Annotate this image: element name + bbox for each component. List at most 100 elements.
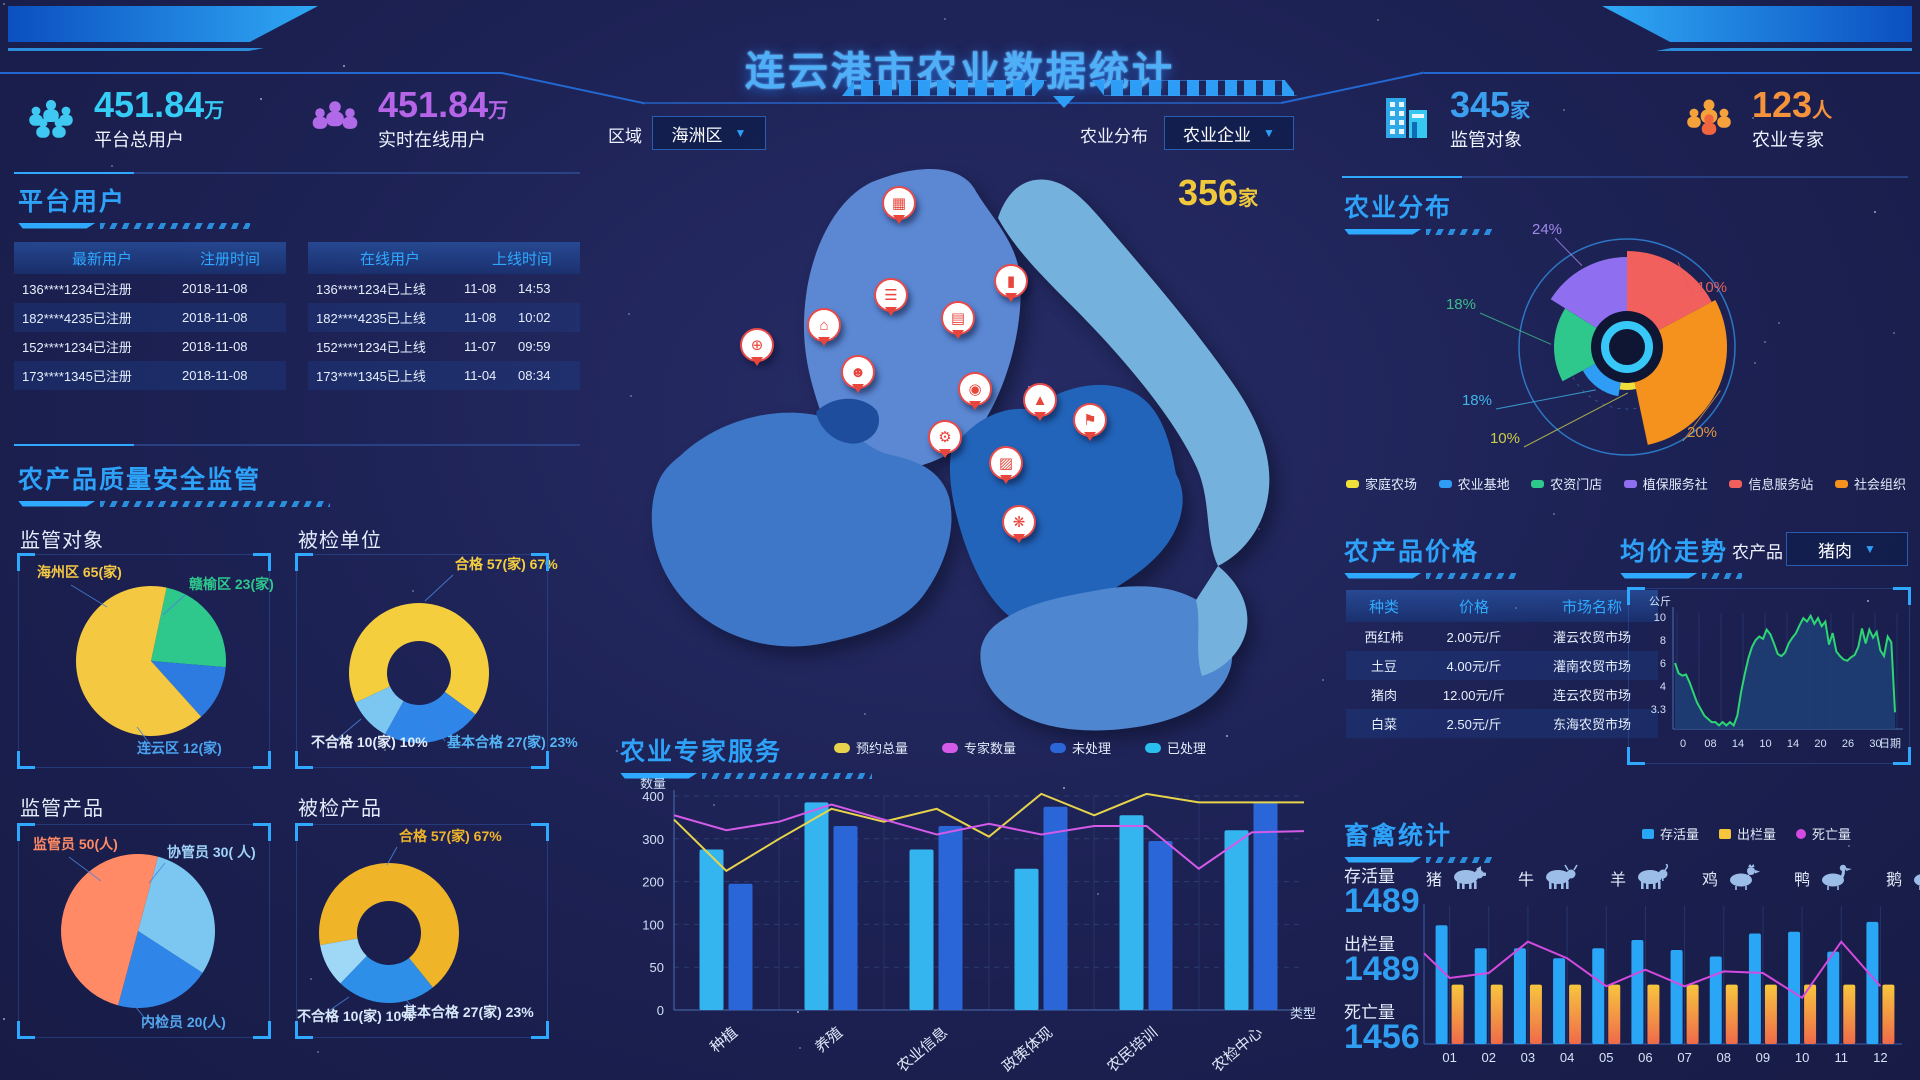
map-pin-building-icon[interactable]: ▤	[941, 301, 975, 339]
bookmark-icon: ▮	[1006, 273, 1016, 290]
region-dropdown[interactable]: 海洲区 ▼	[652, 116, 766, 150]
mountain-icon: ▲	[1032, 391, 1048, 409]
map-pin-location-icon[interactable]: ◉	[958, 372, 992, 410]
map-pin-chart-icon[interactable]: ▨	[989, 446, 1023, 484]
header-left-blade	[8, 6, 318, 42]
stat-label: 平台总用户	[94, 130, 184, 150]
legend-item[interactable]: 家庭农场	[1346, 474, 1417, 493]
legend-item[interactable]: 预约总量	[834, 738, 908, 757]
table-cell: 土豆	[1370, 659, 1397, 674]
legend-label: 植保服务社	[1642, 477, 1708, 492]
table-header-cell: 最新用户	[71, 250, 132, 268]
animal-item: 鹅	[1886, 864, 1920, 892]
table-cell: 灌云农贸市场	[1552, 630, 1631, 645]
legend-marker-icon	[1834, 479, 1848, 488]
legend-item[interactable]: 农业基地	[1438, 474, 1510, 493]
livestock-stat-value: 1489	[1344, 950, 1420, 988]
stat-label: 监管对象	[1450, 130, 1522, 150]
rose-chart-legend: 家庭农场 农业基地 农资门店 植保服务社 信息服务站 社会组织	[1346, 474, 1906, 493]
legend-label: 信息服务站	[1748, 477, 1814, 492]
legend-marker-icon	[1796, 828, 1807, 839]
legend-item[interactable]: 信息服务站	[1729, 474, 1813, 493]
table-cell: 11-08	[464, 281, 497, 296]
chevron-down-icon: ▼	[1864, 542, 1876, 556]
table-header-cell: 市场名称	[1561, 598, 1622, 616]
legend-marker-icon	[1623, 479, 1637, 488]
map-regions	[651, 169, 1270, 731]
star-field	[3, 3, 5, 5]
emblem-triangle-icon	[1053, 96, 1075, 119]
table-header-cell: 上线时间	[491, 250, 552, 268]
header-right-line	[1656, 48, 1912, 51]
map-pin-flag-icon[interactable]: ⚑	[1073, 403, 1107, 441]
stat-value: 451.84	[378, 84, 489, 125]
svg-text:200: 200	[642, 875, 664, 890]
product-dropdown[interactable]: 猪肉 ▼	[1786, 532, 1908, 566]
table-cell: 2018-11-08	[182, 339, 248, 354]
grid-icon: ▦	[891, 195, 907, 212]
svg-text:14: 14	[1732, 738, 1744, 750]
table-cell: 11-04	[464, 368, 497, 383]
animal-item: 牛	[1518, 864, 1580, 892]
table-cell: 136****1234已注册	[22, 282, 132, 297]
map-pin-mountain-icon[interactable]: ▲	[1023, 383, 1057, 421]
map-pin-wheat-icon[interactable]: ❋	[1002, 505, 1036, 543]
animal-label: 鸭	[1794, 872, 1811, 889]
svg-text:种植: 种植	[707, 1024, 741, 1056]
legend-item[interactable]: 已处理	[1145, 738, 1206, 757]
legend-label: 农资门店	[1550, 477, 1603, 492]
svg-text:农业信息: 农业信息	[894, 1024, 951, 1076]
legend-item[interactable]: 未处理	[1050, 738, 1111, 757]
globe-icon: ⊕	[750, 337, 764, 354]
svg-text:02: 02	[1482, 1050, 1496, 1065]
table-header: 最新用户 注册时间	[14, 242, 286, 274]
section-underline	[1620, 572, 1742, 579]
svg-text:400: 400	[642, 789, 664, 804]
table-header: 在线用户 上线时间	[308, 242, 580, 274]
section-title-livestock: 畜禽统计	[1344, 822, 1453, 850]
svg-text:07: 07	[1677, 1050, 1691, 1065]
map-pin-list-icon[interactable]: ☰	[874, 278, 908, 316]
legend-item[interactable]: 植保服务社	[1623, 474, 1708, 493]
map-pin-bookmark-icon[interactable]: ▮	[994, 264, 1028, 302]
svg-text:公斤: 公斤	[1649, 595, 1671, 608]
svg-text:50: 50	[650, 960, 664, 975]
legend-item[interactable]: 存活量	[1642, 824, 1699, 843]
legend-label: 家庭农场	[1365, 477, 1418, 492]
legend-item[interactable]: 专家数量	[942, 738, 1016, 757]
goose-icon	[1914, 874, 1920, 890]
legend-item[interactable]: 死亡量	[1796, 824, 1851, 843]
map-pin-person-icon[interactable]: ☻	[841, 355, 875, 393]
svg-text:300: 300	[642, 832, 664, 847]
map-pin-home-icon[interactable]: ⌂	[807, 308, 841, 346]
users-group-icon	[29, 99, 73, 138]
animal-item: 羊	[1610, 864, 1672, 892]
map-pin-factory-icon[interactable]: ⚙	[928, 420, 962, 458]
table-cell: 2018-11-08	[182, 310, 248, 325]
legend-label: 农业基地	[1457, 477, 1510, 492]
flag-icon: ⚑	[1083, 412, 1097, 429]
livestock-stat-value: 1456	[1344, 1018, 1420, 1056]
map-pin-globe-icon[interactable]: ⊕	[740, 328, 774, 366]
legend-item[interactable]: 农资门店	[1531, 474, 1602, 493]
building-icon: ▤	[950, 310, 966, 327]
buildings-icon	[1386, 98, 1427, 138]
svg-text:11: 11	[1835, 1050, 1849, 1065]
pig-icon	[1454, 866, 1487, 889]
map-pin-grid-icon[interactable]: ▦	[882, 186, 916, 224]
table-cell: 西红柿	[1364, 630, 1404, 645]
legend-item[interactable]: 社会组织	[1834, 474, 1906, 493]
legend-item[interactable]: 出栏量	[1719, 824, 1776, 843]
badge-value: 356	[1178, 172, 1239, 213]
chart-subtitle: 监管产品	[20, 798, 104, 820]
distribution-dropdown[interactable]: 农业企业 ▼	[1164, 116, 1294, 150]
chevron-down-icon: ▼	[734, 126, 747, 140]
table-row: 182****4235已注册 2018-11-08	[14, 303, 286, 332]
product-value: 猪肉	[1818, 541, 1853, 561]
table-header: 种类 价格 市场名称	[1346, 590, 1658, 622]
svg-text:01: 01	[1442, 1050, 1456, 1065]
table-cell: 10:02	[518, 310, 551, 325]
pie-chart-box: 合格 57(家) 67% 基本合格 27(家) 23% 不合格 10(家) 10%	[295, 823, 549, 1039]
map-badge: 356家	[1178, 172, 1258, 214]
divider	[1424, 72, 1920, 74]
